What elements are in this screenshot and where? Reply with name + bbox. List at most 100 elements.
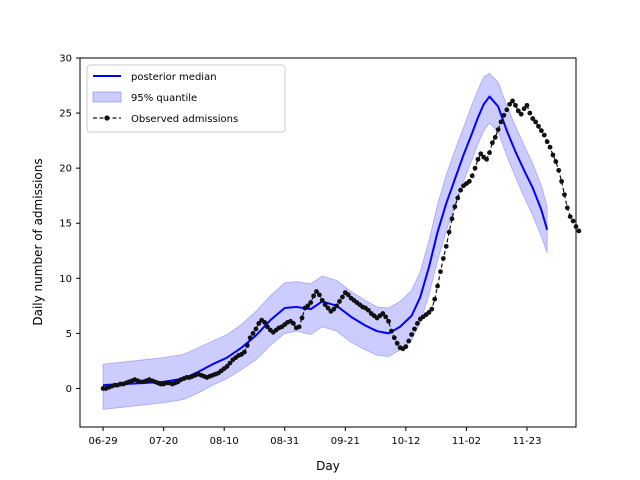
x-axis-label: Day [316, 459, 340, 473]
observed-point [527, 110, 533, 116]
observed-point [521, 106, 527, 112]
legend-box [86, 64, 286, 133]
y-tick-label: 5 [66, 329, 72, 340]
y-tick-label: 10 [59, 274, 72, 285]
observed-point [492, 134, 498, 140]
observed-point [308, 300, 314, 305]
observed-point [305, 303, 311, 309]
observed-point [504, 107, 510, 113]
observed-point [340, 294, 345, 300]
observed-point [262, 319, 267, 325]
observed-point [391, 335, 397, 341]
observed-point [478, 151, 484, 157]
observed-point [570, 218, 576, 224]
y-tick-label: 30 [59, 54, 72, 65]
observed-point [299, 315, 305, 321]
observed-point [475, 156, 481, 162]
observed-point [415, 321, 420, 326]
observed-point [380, 311, 386, 316]
observed-line [103, 99, 580, 390]
observed-point [253, 326, 259, 332]
legend-label-median: posterior median [131, 72, 217, 83]
observed-point [334, 303, 340, 309]
x-tick-label: 09-21 [331, 436, 360, 447]
observed-point [383, 314, 389, 320]
observed-point [435, 283, 440, 289]
x-tick-label: 10-12 [391, 436, 420, 447]
observed-point [559, 178, 564, 184]
observed-point [406, 338, 412, 344]
median-line [103, 95, 549, 387]
quantile-band [102, 72, 548, 410]
observed-point [487, 150, 492, 156]
observed-point [394, 340, 400, 346]
observed-point [316, 292, 322, 298]
legend-label-observed: Observed admissions [131, 114, 238, 125]
observed-point [314, 289, 319, 294]
observed-point [440, 256, 446, 261]
observed-point [544, 139, 550, 145]
observed-point [515, 108, 521, 114]
x-tick-label: 08-10 [210, 436, 239, 447]
observed-point [365, 307, 371, 313]
observed-point [458, 187, 464, 193]
y-tick-label: 0 [66, 384, 72, 395]
observed-point [250, 330, 256, 336]
observed-point [345, 292, 351, 298]
x-axis-ticks: 06-29 07-20 08-10 08-31 09-21 10-12 11-02 11-23 [89, 427, 542, 447]
legend-swatch-band [92, 91, 122, 103]
y-axis-label: Daily number of admissions [31, 158, 45, 325]
observed-point [227, 360, 233, 366]
observed-point [432, 296, 438, 302]
axes-layer [79, 57, 577, 428]
observed-point [449, 216, 455, 222]
observed-point [337, 299, 342, 304]
observed-point [443, 243, 449, 249]
x-tick-label: 08-31 [270, 436, 299, 447]
observed-point [495, 127, 501, 132]
observed-point [507, 101, 513, 107]
observed-point [265, 324, 270, 330]
observed-point [296, 324, 302, 330]
observed-point [322, 302, 328, 308]
observed-point [556, 167, 562, 173]
observed-point [489, 140, 495, 146]
observed-point [409, 332, 415, 337]
observed-point [524, 102, 530, 108]
legend-label-band: 95% quantile [131, 93, 197, 104]
y-tick-label: 15 [59, 219, 72, 230]
y-tick-label: 25 [59, 109, 72, 120]
observed-point [539, 128, 544, 134]
observed-point [455, 195, 461, 201]
observed-point [533, 119, 539, 125]
legend-marker-observed [104, 115, 110, 121]
x-tick-label: 11-02 [452, 436, 481, 447]
observed-point [241, 349, 247, 355]
observed-point [550, 152, 556, 158]
legend: posterior median 95% quantile Observed a… [86, 64, 286, 133]
x-tick-label: 06-29 [89, 436, 118, 447]
observed-point [541, 132, 547, 138]
observed-point [311, 293, 316, 299]
observed-point [553, 159, 559, 164]
observed-point [484, 156, 489, 162]
observed-point [547, 144, 553, 150]
observed-point [429, 306, 435, 312]
observed-point [501, 112, 507, 118]
observed-point [412, 326, 417, 332]
observed-point [438, 269, 443, 275]
observed-point [530, 116, 536, 121]
observed-point [564, 205, 570, 211]
x-tick-label: 11-23 [512, 436, 541, 447]
observed-point [386, 318, 391, 324]
x-tick-label: 07-20 [149, 436, 178, 447]
observed-point [510, 98, 515, 104]
y-tick-label: 20 [59, 164, 72, 175]
observed-point [319, 297, 325, 303]
observed-point [224, 364, 230, 369]
y-axis-ticks: 0 5 10 15 20 25 30 [59, 54, 80, 395]
observed-point [567, 214, 573, 220]
observed-point [562, 192, 567, 197]
plot-frame [79, 57, 577, 428]
